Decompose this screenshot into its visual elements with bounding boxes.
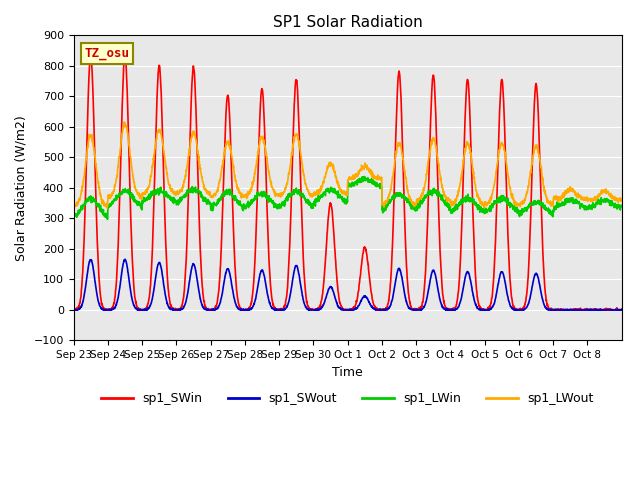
X-axis label: Time: Time xyxy=(332,366,363,379)
Line: sp1_LWin: sp1_LWin xyxy=(74,177,621,219)
Line: sp1_SWin: sp1_SWin xyxy=(74,55,621,310)
Line: sp1_LWout: sp1_LWout xyxy=(74,122,621,208)
sp1_SWin xyxy=(70,307,77,313)
sp1_LWout xyxy=(243,191,251,196)
sp1_SWout xyxy=(122,256,129,262)
sp1_SWout xyxy=(544,307,552,312)
sp1_LWin xyxy=(544,208,552,214)
sp1_SWout xyxy=(513,307,520,312)
sp1_SWin xyxy=(513,307,521,313)
sp1_SWout xyxy=(243,307,251,313)
sp1_SWin xyxy=(381,306,388,312)
sp1_SWin xyxy=(86,52,94,58)
sp1_LWin xyxy=(611,201,618,207)
sp1_SWin xyxy=(125,147,132,153)
Y-axis label: Solar Radiation (W/m2): Solar Radiation (W/m2) xyxy=(15,115,28,261)
sp1_SWin xyxy=(243,307,251,313)
sp1_SWin xyxy=(611,307,618,312)
sp1_LWin xyxy=(70,214,77,219)
sp1_LWout xyxy=(125,142,132,147)
sp1_LWout xyxy=(618,197,625,203)
sp1_LWout xyxy=(120,119,128,125)
sp1_LWin xyxy=(381,206,388,212)
sp1_LWin xyxy=(243,201,251,207)
sp1_SWin xyxy=(70,307,77,312)
sp1_LWin xyxy=(513,207,521,213)
sp1_LWout xyxy=(70,203,77,208)
Legend: sp1_SWin, sp1_SWout, sp1_LWin, sp1_LWout: sp1_SWin, sp1_SWout, sp1_LWin, sp1_LWout xyxy=(96,387,599,410)
sp1_LWout xyxy=(611,197,618,203)
sp1_LWin xyxy=(125,191,132,197)
sp1_LWout xyxy=(381,200,388,206)
sp1_SWout xyxy=(70,307,77,313)
sp1_SWin xyxy=(618,306,625,312)
sp1_LWin xyxy=(618,204,625,209)
Title: SP1 Solar Radiation: SP1 Solar Radiation xyxy=(273,15,422,30)
sp1_LWin xyxy=(104,216,111,222)
sp1_SWout xyxy=(610,307,618,312)
sp1_LWout xyxy=(104,205,111,211)
sp1_LWout xyxy=(544,197,552,203)
Line: sp1_SWout: sp1_SWout xyxy=(74,259,621,310)
sp1_SWout xyxy=(618,307,625,312)
Text: TZ_osu: TZ_osu xyxy=(84,47,130,60)
sp1_SWout xyxy=(381,307,388,313)
sp1_SWin xyxy=(544,303,552,309)
sp1_LWout xyxy=(513,201,521,207)
sp1_LWin xyxy=(361,174,369,180)
sp1_SWout xyxy=(125,274,132,280)
